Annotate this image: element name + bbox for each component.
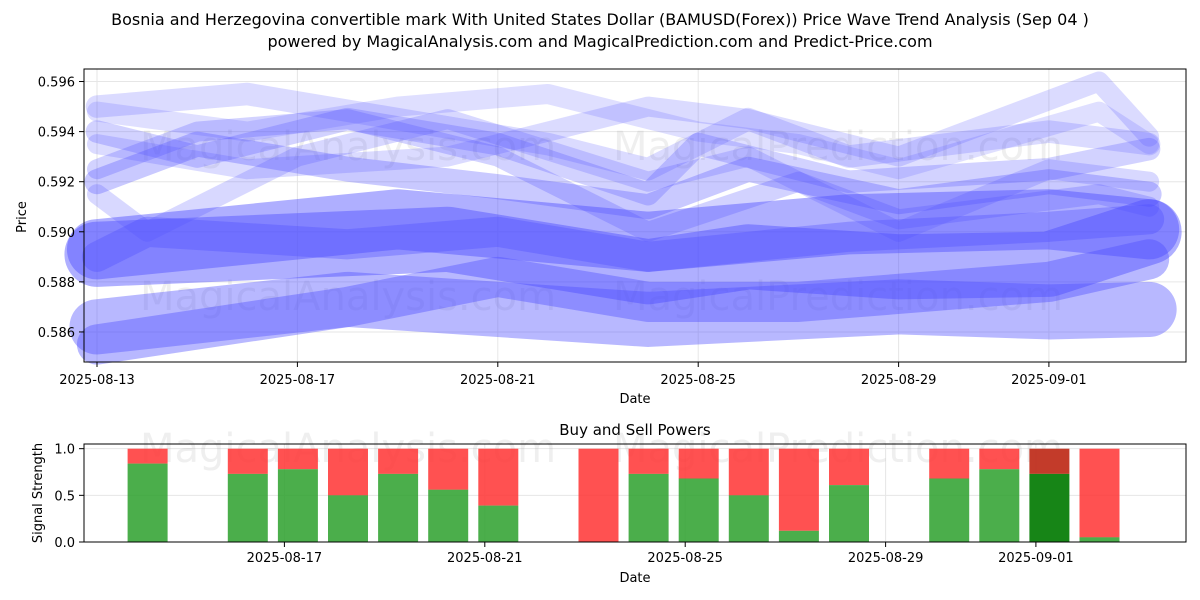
signal-x-tick-label: 2025-09-01 — [998, 551, 1074, 566]
price-y-tick-label: 0.596 — [38, 76, 75, 91]
price-x-tick-label: 2025-08-17 — [260, 373, 336, 388]
price-y-tick-label: 0.592 — [38, 176, 75, 191]
buy-power-bar — [929, 478, 970, 542]
sell-power-bar — [227, 448, 268, 474]
buy-power-bar — [227, 473, 268, 542]
price-x-tick-label: 2025-08-13 — [59, 373, 135, 388]
price-x-tick-label: 2025-08-21 — [460, 373, 536, 388]
wave-series-11 — [87, 109, 1160, 242]
signal-y-tick-label: 1.0 — [54, 443, 75, 458]
buy-power-bar — [728, 495, 769, 542]
sell-power-bar — [979, 448, 1020, 470]
buy-power-bar — [778, 530, 819, 542]
buy-power-bar — [678, 478, 719, 542]
buy-power-bar — [277, 469, 318, 542]
buy-power-bar — [428, 489, 469, 542]
sell-power-bar — [1079, 448, 1120, 538]
buy-power-bar — [979, 469, 1020, 542]
price-plot-frame — [83, 68, 1187, 363]
sell-power-bar — [678, 448, 719, 479]
wave-series-7 — [85, 107, 1161, 206]
sell-power-bar — [578, 448, 619, 542]
sell-power-bar — [478, 448, 519, 506]
sell-power-bar — [428, 448, 469, 490]
signal-plot-frame — [83, 443, 1187, 543]
price-wave-panel: MagicalAnalysis.com MagicalPrediction.co… — [15, 68, 1187, 407]
price-x-tick-label: 2025-08-25 — [660, 373, 736, 388]
sell-power-bar — [929, 448, 970, 479]
price-wave-series — [64, 71, 1182, 365]
chart-title: Bosnia and Herzegovina convertible mark … — [111, 10, 1089, 29]
sell-power-bar — [277, 448, 318, 470]
watermark-analysis-top: MagicalAnalysis.com — [140, 124, 556, 170]
sell-power-bar — [328, 448, 368, 496]
wave-series-2 — [66, 189, 1180, 280]
sell-power-bar — [628, 448, 669, 474]
buy-power-bar — [628, 473, 669, 542]
sell-power-bar — [728, 448, 769, 496]
chart-subtitle: powered by MagicalAnalysis.com and Magic… — [267, 32, 932, 51]
sell-power-bar — [127, 448, 168, 464]
wave-series-5 — [81, 204, 1165, 272]
wave-series-12 — [87, 84, 1160, 180]
price-x-axis-label: Date — [619, 392, 650, 407]
signal-x-tick-label: 2025-08-29 — [848, 551, 924, 566]
buy-power-bar — [1029, 473, 1070, 542]
signal-x-tick-label: 2025-08-25 — [647, 551, 723, 566]
buy-power-bar — [829, 485, 869, 542]
wave-series-3 — [69, 271, 1177, 355]
signal-bars — [127, 448, 1120, 542]
wave-series-6 — [84, 131, 1162, 220]
signal-x-axis-label: Date — [619, 571, 650, 586]
buy-sell-title: Buy and Sell Powers — [559, 421, 711, 439]
price-y-tick-label: 0.588 — [38, 276, 75, 291]
sell-power-bar — [1029, 448, 1070, 474]
wave-series-10 — [87, 109, 1160, 242]
price-x-tick-label: 2025-09-01 — [1011, 373, 1087, 388]
price-y-tick-label: 0.590 — [38, 226, 75, 241]
wave-series-8 — [85, 82, 1161, 181]
price-x-tick-label: 2025-08-29 — [861, 373, 937, 388]
signal-x-tick-label: 2025-08-17 — [247, 551, 323, 566]
watermark-analysis-mid: MagicalAnalysis.com — [140, 274, 556, 320]
buy-sell-panel: Buy and Sell Powers MagicalAnalysis.com … — [31, 421, 1187, 586]
price-y-tick-label: 0.586 — [38, 326, 75, 341]
wave-series-1 — [64, 199, 1182, 305]
signal-x-tick-label: 2025-08-21 — [447, 551, 523, 566]
price-y-tick-label: 0.594 — [38, 126, 75, 141]
buy-power-bar — [378, 473, 419, 542]
price-x-ticks: 2025-08-13 2025-08-17 2025-08-21 2025-08-25… — [59, 362, 1087, 388]
price-y-axis-label: Price — [15, 201, 30, 233]
signal-y-tick-label: 0.5 — [54, 489, 75, 504]
sell-power-bar — [378, 448, 419, 474]
buy-power-bar — [127, 463, 168, 542]
price-y-ticks: 0.586 0.588 0.590 0.592 0.594 0.596 — [38, 76, 84, 341]
sell-power-bar — [778, 448, 819, 531]
price-grid — [84, 69, 1186, 362]
price-watermarks: MagicalAnalysis.com MagicalPrediction.co… — [140, 124, 1063, 320]
signal-y-axis-label: Signal Strength — [31, 443, 46, 543]
watermark-prediction-top: MagicalPrediction.com — [613, 124, 1063, 170]
wave-series-9 — [87, 71, 1160, 180]
watermark-prediction-mid: MagicalPrediction.com — [613, 274, 1063, 320]
buy-power-bar — [328, 495, 368, 542]
buy-power-bar — [478, 505, 519, 542]
signal-y-ticks: 0.0 0.5 1.0 — [54, 443, 84, 551]
sell-power-bar — [829, 448, 869, 486]
signal-x-ticks: 2025-08-17 2025-08-21 2025-08-25 2025-08-29… — [247, 542, 1074, 566]
signal-y-tick-label: 0.0 — [54, 536, 75, 551]
wave-series-4 — [76, 239, 1170, 365]
buy-power-bar — [1079, 537, 1120, 542]
